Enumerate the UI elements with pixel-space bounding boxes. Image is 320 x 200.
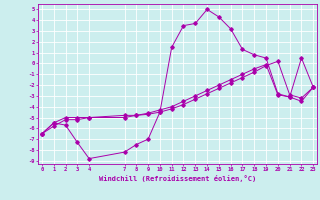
X-axis label: Windchill (Refroidissement éolien,°C): Windchill (Refroidissement éolien,°C) [99, 175, 256, 182]
